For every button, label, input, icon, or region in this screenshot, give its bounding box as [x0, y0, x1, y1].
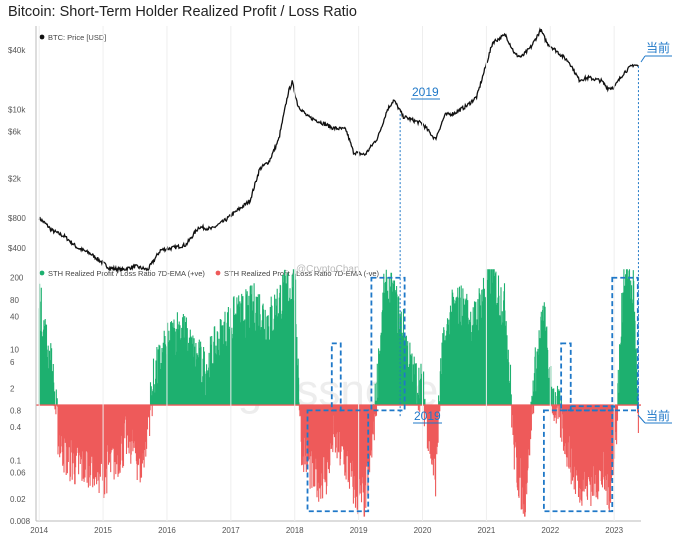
ratio-y-tick-label: 0.06 — [10, 469, 26, 478]
ratio-y-tick-label: 2 — [10, 384, 15, 393]
annotation-2019-bottom: 2019 — [414, 409, 441, 423]
annotation-current-bottom-pointer — [637, 414, 646, 424]
x-tick-label: 2014 — [30, 526, 48, 535]
price-panel: $40k $10k $6k $2k $800 $400 BTC: Price [USD] — [8, 27, 639, 274]
ratio-y-tick-label: 0.02 — [10, 495, 26, 504]
ratio-y-tick-label: 40 — [10, 312, 19, 321]
watermark-source-text: @CryptoChan — [296, 264, 360, 275]
ratio-y-tick-label: 200 — [10, 274, 24, 283]
x-tick-label: 2016 — [158, 526, 176, 535]
ratio-y-tick-label: 0.008 — [10, 517, 31, 526]
price-y-tick-label: $40k — [8, 46, 26, 55]
ratio-y-tick-label: 0.4 — [10, 423, 22, 432]
ratio-y-tick-label: 0.1 — [10, 456, 22, 465]
price-legend-marker — [39, 34, 45, 40]
price-y-tick-label: $10k — [8, 106, 26, 115]
ratio-legend-marker-positive — [39, 270, 45, 276]
annotation-current-top: 当前 — [646, 40, 670, 55]
x-tick-label: 2020 — [414, 526, 432, 535]
annotation-dashed-box — [330, 342, 342, 412]
x-tick-label: 2018 — [286, 526, 304, 535]
annotation-dashed-box — [370, 276, 406, 412]
x-tick-label: 2019 — [350, 526, 368, 535]
chart-title: Bitcoin: Short-Term Holder Realized Prof… — [8, 4, 357, 20]
price-legend-label: BTC: Price [USD] — [48, 33, 106, 42]
annotation-current-bottom: 当前 — [646, 408, 670, 423]
x-tick-label: 2023 — [605, 526, 623, 535]
x-tick-label: 2021 — [477, 526, 495, 535]
ratio-legend-label-positive: STH Realized Profit / Loss Ratio 7D-EMA … — [48, 269, 205, 278]
x-tick-label: 2022 — [541, 526, 559, 535]
price-series-line — [38, 27, 639, 274]
annotation-dashed-box — [560, 342, 572, 412]
x-tick-label: 2015 — [94, 526, 112, 535]
annotation-dashed-box — [611, 276, 639, 412]
price-y-tick-label: $2k — [8, 175, 22, 184]
ratio-legend-label-negative: STH Realized Profit / Loss Ratio 7D-EMA … — [224, 269, 380, 278]
annotation-current-top-pointer — [640, 55, 646, 63]
annotation-2019-top: 2019 — [412, 85, 439, 99]
ratio-panel: 200 80 40 10 6 2 0.8 0.4 0.1 0.06 0.02 0.008 STH Rea… — [10, 264, 641, 526]
ratio-y-tick-label: 0.8 — [10, 406, 22, 415]
x-tick-label: 2017 — [222, 526, 240, 535]
ratio-y-tick-label: 80 — [10, 296, 19, 305]
ratio-legend-marker-negative — [215, 270, 221, 276]
ratio-y-tick-label: 6 — [10, 358, 15, 367]
price-y-tick-label: $800 — [8, 214, 26, 223]
ratio-y-tick-label: 10 — [10, 346, 19, 355]
price-y-tick-label: $6k — [8, 128, 22, 137]
annotation-dashed-box — [306, 409, 370, 513]
price-y-tick-label: $400 — [8, 244, 26, 253]
x-axis: 2014 2015 2016 2017 2018 2019 2020 2021 2022 2023 — [30, 26, 641, 535]
